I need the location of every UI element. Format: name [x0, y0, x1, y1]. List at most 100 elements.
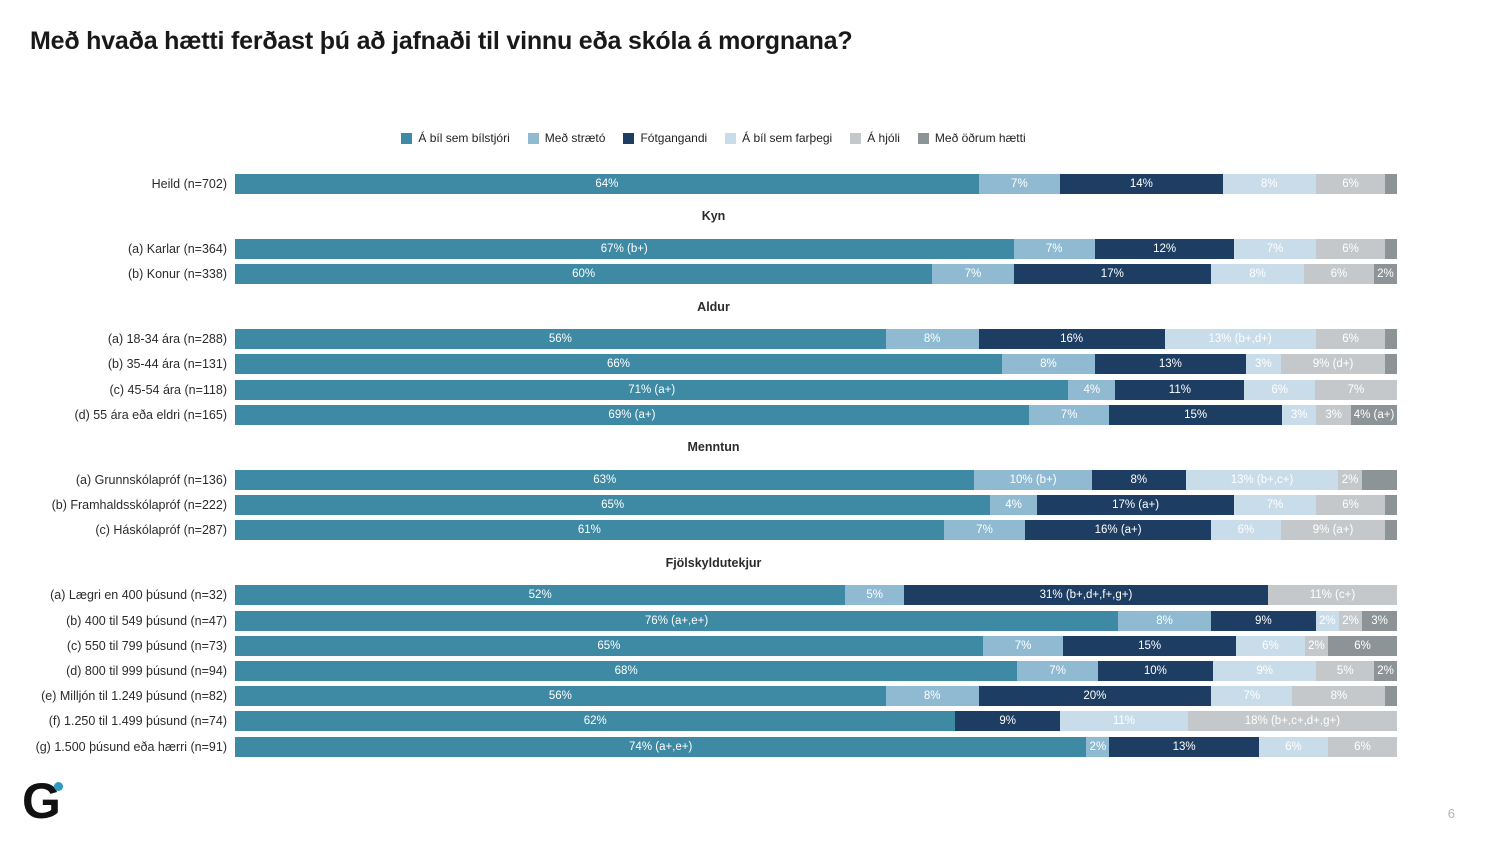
bar-segment: 18% (b+,c+,d+,g+)	[1187, 711, 1397, 732]
chart-row: (g) 1.500 þúsund eða hærri (n=91) 74% (a+…	[30, 734, 1397, 759]
legend-label: Fótgangandi	[640, 131, 708, 145]
bar-segment: 7%	[1028, 404, 1110, 425]
row-label: (a) Karlar (n=364)	[128, 241, 227, 256]
stacked-bar: 64% 7% 14% 8% 6%	[235, 173, 1398, 194]
bar-segment: 6%	[1258, 736, 1328, 757]
bar-segment: 3%	[1281, 404, 1317, 425]
bar-segment	[1385, 520, 1397, 541]
row-label: (b) Framhaldsskólapróf (n=222)	[51, 498, 227, 513]
bar-segment: 10%	[1097, 661, 1213, 682]
bar-segment: 31% (b+,d+,f+,g+)	[904, 585, 1268, 606]
bar-segment: 7%	[932, 263, 1014, 284]
row-label: (c) 45-54 ára (n=118)	[109, 382, 227, 397]
bar-segment: 17%	[1013, 263, 1212, 284]
bar-segment: 2%	[1374, 661, 1398, 682]
bar-segment: 61%	[235, 520, 944, 541]
bar-segment: 7%	[982, 635, 1064, 656]
legend-label: Á hjóli	[867, 131, 900, 145]
bar-segment: 9%	[955, 711, 1061, 732]
bar-segment: 10% (b+)	[974, 469, 1092, 490]
chart-row: (b) 35-44 ára (n=131) 66% 8% 13% 3% 9% (d+)	[30, 352, 1397, 377]
bar-segment: 5%	[845, 585, 905, 606]
bar-segment: 6%	[1327, 635, 1398, 656]
bar-segment: 7%	[943, 520, 1026, 541]
row-label: (b) 400 til 549 þúsund (n=47)	[66, 613, 227, 628]
chart-row: (f) 1.250 til 1.499 þúsund (n=74) 62% 9% 11…	[30, 709, 1397, 734]
bar-segment: 8%	[1091, 469, 1186, 490]
chart-row: (a) 18-34 ára (n=288) 56% 8% 16% 13% (b+,d+)…	[30, 327, 1397, 352]
bar-segment: 74% (a+,e+)	[235, 736, 1087, 757]
bar-segment: 8%	[1292, 686, 1386, 707]
bar-segment: 6%	[1315, 495, 1386, 516]
stacked-bar: 66% 8% 13% 3% 9% (d+)	[235, 354, 1397, 375]
section-header-label: Aldur	[697, 299, 730, 314]
bar-segment: 7%	[1234, 495, 1316, 516]
chart-row: (d) 800 til 999 þúsund (n=94) 68% 7% 10% 9% 5…	[30, 658, 1398, 683]
bar-segment: 7%	[1017, 661, 1098, 682]
logo-letter: G	[22, 773, 61, 829]
stacked-bar: 76% (a+,e+) 8% 9% 2% 2% 3%	[235, 610, 1397, 631]
stacked-bar: 71% (a+) 4% 11% 6% 7%	[235, 379, 1397, 400]
bar-segment: 3%	[1362, 610, 1397, 631]
bar-segment: 52%	[235, 585, 846, 606]
bar-segment: 14%	[1060, 173, 1223, 194]
row-label: (b) Konur (n=338)	[127, 266, 227, 281]
row-label: Heild (n=702)	[151, 176, 227, 191]
bar-segment: 13%	[1094, 354, 1246, 375]
chart-row: (c) Háskólapróf (n=287) 61% 7% 16% (a+) 6% 9%…	[30, 518, 1397, 543]
bar-segment: 15%	[1109, 404, 1282, 425]
bar-segment: 63%	[235, 469, 975, 490]
bar-segment: 6%	[1315, 329, 1386, 350]
bar-segment: 67% (b+)	[235, 238, 1014, 259]
section-header-label: Menntun	[687, 440, 740, 455]
bar-segment: 66%	[235, 354, 1002, 375]
bar-segment: 60%	[235, 263, 933, 284]
section-header: Aldur	[30, 287, 1397, 327]
bar-segment: 5%	[1316, 661, 1374, 682]
row-label: (a) Lægri en 400 þúsund (n=32)	[50, 588, 227, 603]
row-label: (f) 1.250 til 1.499 þúsund (n=74)	[48, 714, 227, 729]
bar-segment: 7%	[1013, 238, 1095, 259]
bar-segment: 56%	[235, 329, 886, 350]
bar-segment: 6%	[1327, 736, 1397, 757]
chart-row: (e) Milljón til 1.249 þúsund (n=82) 56% 8%…	[30, 684, 1397, 709]
stacked-bar: 74% (a+,e+) 2% 13% 6% 6%	[235, 736, 1397, 757]
bar-segment: 62%	[235, 711, 956, 732]
bar-segment: 13% (b+,c+)	[1185, 469, 1339, 490]
row-label: (g) 1.500 þúsund eða hærri (n=91)	[35, 739, 227, 754]
bar-segment: 8%	[1211, 263, 1305, 284]
bar-segment: 12%	[1094, 238, 1235, 259]
bar-segment: 15%	[1063, 635, 1236, 656]
legend-swatch-icon	[725, 132, 737, 144]
bar-segment: 8%	[885, 686, 979, 707]
bar-segment: 6%	[1315, 173, 1386, 194]
legend-item: Á bíl sem bílstjóri	[401, 131, 510, 145]
stacked-bar: 69% (a+) 7% 15% 3% 3% 4% (a+)	[235, 404, 1397, 425]
legend-item: Á hjóli	[850, 131, 900, 145]
bar-segment: 7%	[1234, 238, 1316, 259]
chart-row: (c) 550 til 799 þúsund (n=73) 65% 7% 15% 6% 2…	[30, 633, 1398, 658]
bar-segment	[1385, 495, 1398, 516]
row-label: (d) 800 til 999 þúsund (n=94)	[66, 664, 227, 679]
legend-swatch-icon	[623, 132, 635, 144]
bar-segment: 6%	[1211, 520, 1281, 541]
gallup-logo: G	[22, 775, 82, 835]
bar-segment: 2%	[1304, 635, 1328, 656]
logo-dot-icon	[54, 782, 63, 791]
stacked-bar: 63% 10% (b+) 8% 13% (b+,c+) 2%	[235, 469, 1397, 490]
bar-segment: 8%	[1222, 173, 1316, 194]
stacked-bar: 56% 8% 16% 13% (b+,d+) 6%	[235, 329, 1397, 350]
legend-label: Á bíl sem bílstjóri	[418, 131, 510, 145]
chart-row: Heild (n=702) 64% 7% 14% 8% 6%	[30, 171, 1398, 196]
legend-swatch-icon	[850, 132, 862, 144]
bar-segment: 2%	[1373, 263, 1397, 284]
bar-segment: 3%	[1316, 404, 1351, 425]
section-header-label: Fjölskyldutekjur	[665, 555, 762, 570]
bar-segment: 2%	[1086, 736, 1110, 757]
row-label: (c) Háskólapróf (n=287)	[95, 523, 227, 538]
bar-segment: 6%	[1304, 263, 1374, 284]
bar-segment: 8%	[885, 329, 979, 350]
legend-swatch-icon	[527, 132, 539, 144]
legend-item: Á bíl sem farþegi	[725, 131, 832, 145]
